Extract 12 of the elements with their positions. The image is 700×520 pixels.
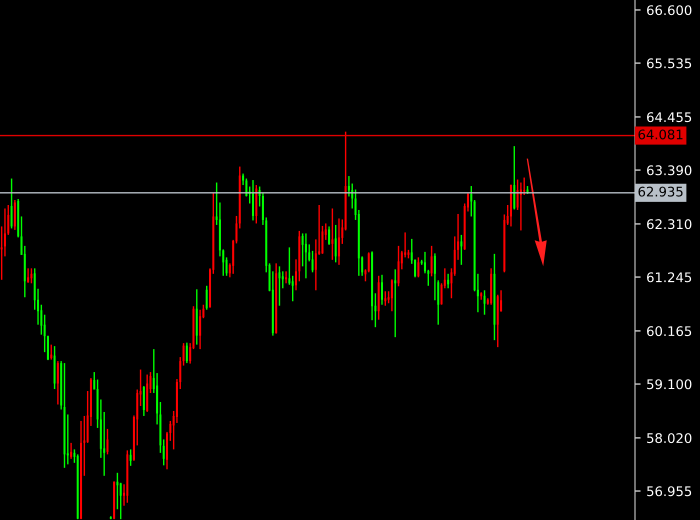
ref-line-label: 62.935 [638, 186, 683, 197]
y-tick-label: 58.020 [647, 433, 692, 444]
y-tick-label: 66.600 [647, 5, 692, 16]
y-tick-label: 60.165 [647, 326, 692, 336]
y-tick-label: 63.390 [647, 165, 692, 176]
y-tick-label: 59.100 [647, 379, 692, 390]
ref-line-label: 64.081 [638, 129, 682, 140]
y-tick-label: 65.535 [647, 58, 692, 68]
y-tick-label: 62.310 [647, 219, 692, 230]
y-tick-label: 56.955 [647, 486, 692, 496]
y-tick-label: 61.245 [647, 272, 692, 282]
y-tick-label: 64.455 [647, 112, 692, 122]
